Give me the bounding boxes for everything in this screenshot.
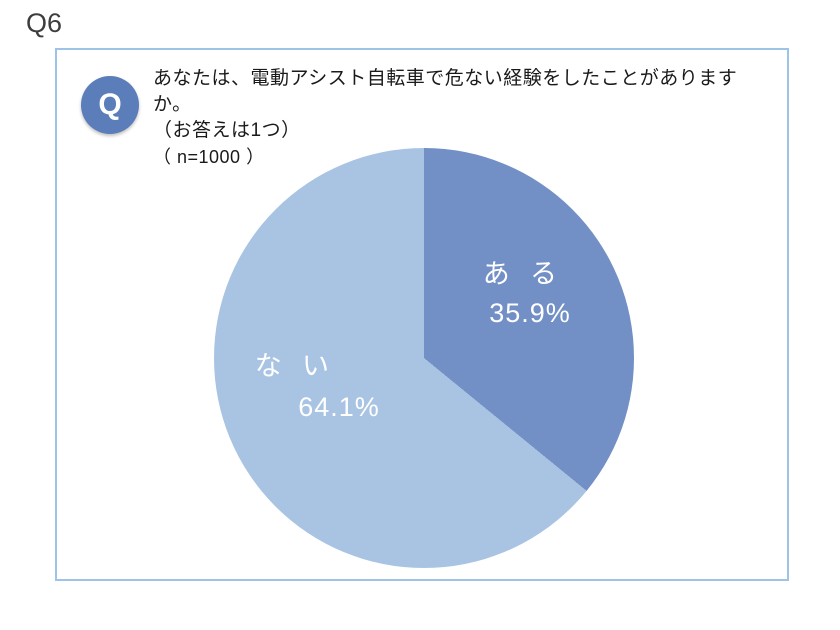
question-badge: Q (81, 76, 139, 134)
slice-value-aru: 35.9% (460, 298, 600, 329)
page-title: Q6 (26, 8, 63, 38)
slice-value-nai: 64.1% (269, 392, 409, 423)
slice-label-nai: ない (232, 344, 372, 383)
slice-label-nai-text: ない (254, 351, 350, 381)
pie-chart (214, 148, 634, 568)
question-line-2: （お答えは1つ） (153, 120, 301, 141)
pie-chart-area: ある 35.9% ない 64.1% (214, 148, 634, 568)
slice-label-aru: ある (460, 252, 600, 291)
slice-label-aru-text: ある (482, 259, 578, 289)
question-panel: Q あなたは、電動アシスト自転車で危ない経験をしたことがありますか。 （お答えは… (55, 48, 789, 581)
slice-value-nai-text: 64.1% (298, 392, 380, 422)
question-text: あなたは、電動アシスト自転車で危ない経験をしたことがありますか。 （お答えは1つ… (153, 66, 773, 170)
question-line-1: あなたは、電動アシスト自転車で危ない経験をしたことがありますか。 (153, 68, 738, 115)
question-sample-size: （ n=1000 ） (153, 147, 265, 167)
slice-value-aru-text: 35.9% (489, 298, 571, 328)
